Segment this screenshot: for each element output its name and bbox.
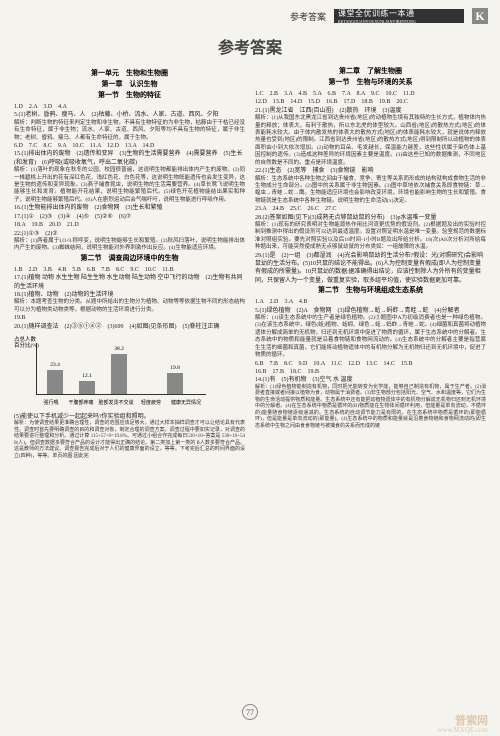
xlabel-3: 脸部发烫不交谈 (96, 401, 136, 407)
bar-4: 19.8 (167, 373, 183, 394)
chart-xlabels: 强行喂 干腹部疼痛 脸部发烫不交谈 轻度疲劳 健康无异情况 (36, 401, 206, 407)
exp-22: 解析：(1)两者属于I,O-9.称呼变，说明生物能够生长和繁殖。(2)秋风扫落叶… (14, 238, 245, 253)
answer-22: 22.(1)①③ (2)② (14, 230, 245, 238)
bar-3: 38.2 (111, 354, 127, 394)
bar-label-4: 19.8 (167, 365, 183, 371)
bar-label-3: 38.2 (111, 346, 127, 352)
xlabel-1: 强行喂 (36, 401, 66, 407)
xlabel-5: 健康无异情况 (166, 401, 206, 407)
answer-c21: 21.(1)黑龙江省 江西(百山祖) (2)散热 环境 (3)温度 (255, 107, 486, 115)
answer-c29: 29.(1)是 (2)一组 (3)都湿润 (4)光会影响鼠幼的生活分布?假设：光… (255, 252, 486, 286)
answer-18: 18.A 19.B 20.D 21.D (14, 221, 245, 229)
section-title-1-1: 第一节 生物的特征 (14, 90, 245, 100)
header-bar-pinyin: KETANGQUANYOUXUNLIANYIBENTONG (338, 19, 416, 24)
section-title-2-2: 第二节 生物与环境组成生态系统 (255, 285, 486, 295)
exp-15: 解析：(1)落叶的现象在秋冬的公园、校园很普遍，这说明生物都能排出体内产生的废物… (14, 167, 245, 204)
answer-c12: 12.D 13.B 14.D 15.D 16.B 17.D 18.B 19.B … (255, 98, 486, 106)
answer-1: 1.D 2.A 3.D 4.A (14, 103, 245, 111)
answer-15: 15.(1)排出体内的废物 (2)遗传和变异 (3)生物的生活需要营养 (4)需… (14, 150, 245, 167)
header-label: 参考答案 (290, 10, 326, 23)
xlabel-4: 轻度疲劳 (136, 401, 166, 407)
right-column: 第二章 了解生物圈 第一节 生物与环境的关系 1.C 2.B 3.A 4.B 5… (255, 66, 486, 460)
answer-c28: 28.(2)答案如图(见下)(3)成熟无点够鼠幼鼠的分布) (3)p水温唯一变量 (255, 214, 486, 222)
answer-b17: 17.(1)植物 动物 水生生物 陆生生物 水生动物 陆生动物 空中飞行的动物 … (14, 274, 245, 291)
exp-c21: 解析：(1)从我国东北黑龙江省到达贵州省(地区)的动植物生境有其独特的生长方式，… (255, 115, 486, 167)
answer-c23: 23.A 24.B 25.C 26.C 27.C (255, 205, 486, 213)
chapter-title-right: 第二章 了解生物圈 (255, 66, 486, 76)
page-header: 参考答案 课堂全优训练一本通 KETANGQUANYOUXUNLIANYIBEN… (0, 0, 500, 28)
answer-c22: 22.(1)生态 (2)宽等 捕食 (3)食物链 影响 (255, 167, 486, 175)
xlabel-2: 干腹部疼痛 (66, 401, 96, 407)
exp-c22: 解析：生态系统中各种生物之间由于捕食、竞争、寄生等关系而形成的结构就构成食物生活… (255, 176, 486, 206)
answer-d16: 16.B 17.B 18.C 19.B (255, 368, 486, 376)
answer-17: 17.(1)① (2)③ (3)④ (4)⑤ (5)②⑥ (6)⑦ (14, 213, 245, 221)
answer-c1: 1.C 2.B 3.A 4.B 5.A 6.B 7.A 8.A 9.C 10.C… (255, 90, 486, 98)
bar-1: 23.4 (47, 370, 63, 394)
answer-d6: 6.B 7.B 8.C 9.D 10.A 11.C 12.D 13.C 14.C… (255, 360, 486, 368)
header-bar: 课堂全优训练一本通 KETANGQUANYOUXUNLIANYIBENTONG (334, 9, 464, 23)
left-column: 第一单元 生物和生物圈 第一章 认识生物 第一节 生物的特征 1.D 2.A 3… (14, 66, 245, 460)
page-number: 77 (242, 704, 258, 720)
exp-b18: 解析：本题考查生物的分类。从题中所给出的生物分为植物、动物等等依据生物不同的形态… (14, 299, 245, 314)
unit-title-left: 第一单元 生物和生物圈 (14, 68, 245, 78)
answer-16: 16.(1)生物能排出体内的废物 (2)食物网 (3)生长和繁殖 (14, 204, 245, 212)
content-area: 第一单元 生物和生物圈 第一章 认识生物 第一节 生物的特征 1.D 2.A 3… (0, 66, 500, 460)
answer-d5: 5.(1)绿色植物 (2)A 食物网 (3)绿色植物→蚯→蚂蚱→青蛙→蛇 (4)… (255, 307, 486, 315)
exp-5: 解析：判断生物的特征来判定生物和非生物，不具有生物特征的为非生物，枯藤由于干枯已… (14, 120, 245, 142)
section-title-2-1: 第一节 生物与环境的关系 (255, 77, 486, 87)
exp-20: 解析：为使调查结果更准确合理性，调查的范围应该足够大，通过大样本抽样调查才可以让… (14, 421, 245, 460)
header-k-icon: K (472, 8, 488, 24)
answer-d1: 1.A 2.D 3.A 4.B (255, 298, 486, 306)
chapter-title-left: 第一章 认识生物 (14, 79, 245, 89)
header-bar-text: 课堂全优训练一本通 (338, 8, 416, 19)
exp-d5: 解析：(1)该生态系统中的生产者是绿色植物。(2)③题图中A为初级消费者也是一种… (255, 315, 486, 360)
watermark-url: www.MXQE.com (437, 726, 488, 734)
exp-c28: 解析：(1)现有的研究表明对生物能源热作用比河流更优势的假设剂。(2)根据题及出… (255, 222, 486, 252)
answer-b19: 19.B (14, 314, 245, 322)
bar-label-2: 12.1 (79, 373, 95, 379)
bar-2: 12.1 (79, 381, 95, 394)
answer-b20: 20.(1)随样调查法 (2)③⑤①④② (3)699 (4)如图(见条形图) … (14, 323, 245, 331)
main-title: 参考答案 (0, 34, 500, 58)
answer-d14x: 14.(1)有 (5)有机物 (3)空气 水 温度 (255, 376, 486, 384)
answer-6: 6.D 7.C 8.C 9.A 10.C 11.A 12.D 13.A 14.D (14, 142, 245, 150)
answer-5: 5.(1)老树、昏鸦、瘦马、人 (2)枯藤、小桥、流水、人家、古道、西风、夕阳 (14, 111, 245, 119)
section-title-1-2: 第二节 调查周边环境中的生物 (14, 253, 245, 263)
answer-b1: 1.B 2.D 3.B 4.B 5.B 6.B 7.B 8.C 9.C 10.C… (14, 266, 245, 274)
bar-label-1: 23.4 (47, 362, 63, 368)
bar-chart: 占总人数 百分比(%) 23.4 12.1 38.2 19.8 强行喂 (14, 337, 245, 407)
chart-area: 23.4 12.1 38.2 19.8 (36, 343, 206, 395)
exp-d14: 解析：(1)绿色植物能制造有机物，同时把光能转变为化学能，能够自己制造有机物，属… (255, 385, 486, 431)
